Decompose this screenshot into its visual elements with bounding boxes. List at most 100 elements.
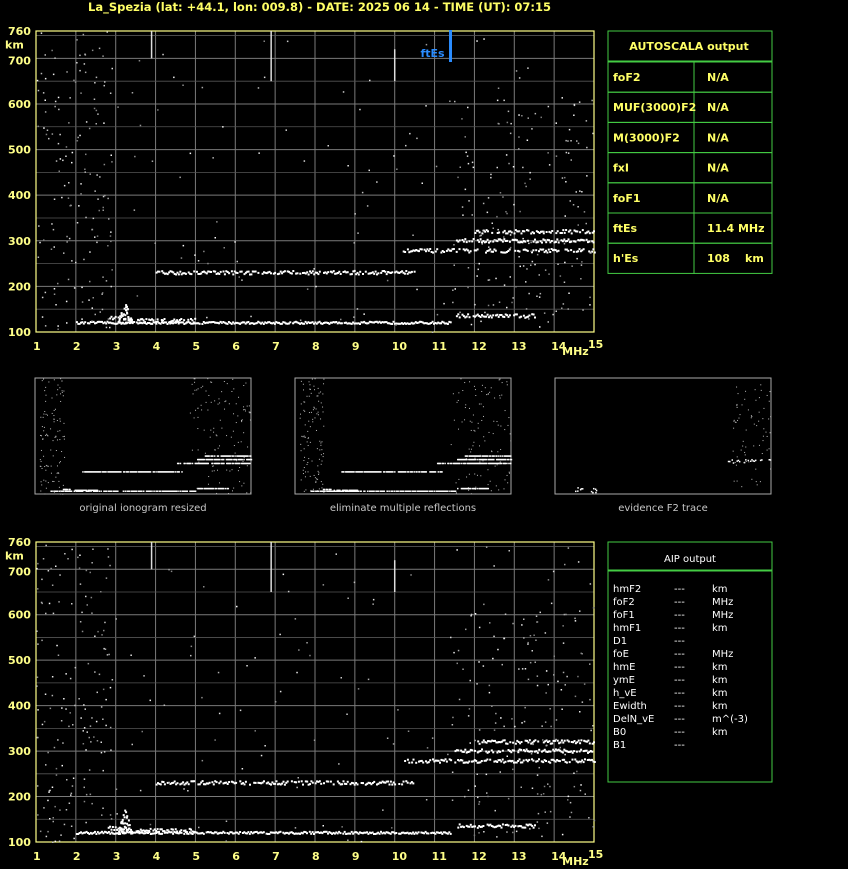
trace-dot xyxy=(392,781,395,784)
trace-dot xyxy=(268,321,271,324)
trace-dot xyxy=(101,830,103,833)
noise-dot xyxy=(478,729,481,731)
thumb-dot xyxy=(351,471,353,473)
noise-dot xyxy=(93,98,96,100)
trace-dot xyxy=(496,240,499,243)
trace-dot xyxy=(350,273,353,276)
trace-dot xyxy=(314,271,317,274)
thumb-dot xyxy=(185,490,188,492)
thumb-noise xyxy=(479,454,481,456)
trace-dot xyxy=(468,825,471,828)
trace-dot xyxy=(457,749,460,752)
trace-dot xyxy=(457,313,460,316)
noise-dot xyxy=(327,145,329,147)
trace-dot xyxy=(172,271,175,274)
thumb-dot xyxy=(233,458,235,461)
thumb-noise xyxy=(303,448,305,450)
x-axis-label: MHz xyxy=(562,855,589,868)
thumb-noise xyxy=(478,445,480,447)
trace-dot xyxy=(152,321,155,324)
thumb-dot xyxy=(463,462,466,465)
trace-dot xyxy=(127,321,130,324)
thumb-noise xyxy=(744,398,746,400)
trace-dot xyxy=(172,322,175,325)
trace-dot xyxy=(99,320,102,323)
noise-dot xyxy=(391,827,393,829)
noise-dot xyxy=(61,707,63,709)
noise-dot xyxy=(481,243,483,245)
thumb-dot xyxy=(479,487,481,490)
noise-dot xyxy=(416,288,418,291)
trace-dot xyxy=(327,780,330,783)
thumb-dot xyxy=(183,490,186,492)
thumb-dot xyxy=(416,471,418,473)
trace-dot xyxy=(239,322,242,325)
trace-dot xyxy=(587,751,589,754)
noise-dot xyxy=(506,121,509,124)
noise-dot xyxy=(90,596,93,599)
noise-dot xyxy=(425,799,428,801)
noise-dot xyxy=(92,217,95,220)
trace-dot xyxy=(316,271,318,274)
thumb-dot xyxy=(439,471,441,473)
noise-dot xyxy=(522,265,525,267)
trace-dot xyxy=(95,833,98,835)
trace-dot xyxy=(163,831,166,834)
trace-dot xyxy=(187,783,190,786)
trace-dot xyxy=(565,248,568,251)
trace-dot xyxy=(152,832,155,835)
noise-dot xyxy=(168,568,170,571)
trace-dot xyxy=(512,741,515,744)
thumb-dot xyxy=(201,458,204,461)
thumb-dot xyxy=(507,455,509,457)
thumb-dot xyxy=(457,458,459,461)
thumb-dot xyxy=(68,490,71,492)
thumb-noise xyxy=(464,407,466,409)
thumb-dot xyxy=(182,490,185,492)
thumb-noise xyxy=(473,385,475,387)
noise-dot xyxy=(518,148,520,150)
noise-dot xyxy=(79,583,82,585)
thumb-dot xyxy=(364,490,366,492)
thumb-dot xyxy=(439,462,442,465)
noise-dot xyxy=(466,155,469,157)
noise-dot xyxy=(46,129,49,131)
thumb-dot xyxy=(141,471,143,473)
thumb-noise xyxy=(60,491,62,493)
thumb-dot xyxy=(475,462,478,465)
trace-dot xyxy=(482,315,485,318)
thumb-dot xyxy=(219,487,221,490)
trace-dot xyxy=(254,270,257,273)
trace-dot xyxy=(468,316,471,319)
thumb-noise xyxy=(313,407,315,409)
thumb-noise xyxy=(213,470,215,472)
thumb-noise xyxy=(42,438,44,440)
thumb-noise xyxy=(492,433,494,435)
noise-dot xyxy=(470,323,473,326)
trace-dot xyxy=(507,824,510,827)
trace-dot xyxy=(476,239,479,242)
trace-dot xyxy=(420,831,423,834)
trace-dot xyxy=(202,321,205,323)
trace-dot xyxy=(198,273,201,275)
noise-dot xyxy=(372,603,374,605)
trace-dot xyxy=(398,322,401,325)
trace-dot xyxy=(123,828,126,831)
trace-dot xyxy=(169,322,172,325)
noise-dot xyxy=(88,736,90,739)
noise-dot xyxy=(55,767,58,770)
noise-dot xyxy=(72,777,75,779)
trace-dot xyxy=(248,832,251,835)
autoscala-row-label: fxI xyxy=(613,162,629,175)
noise-dot xyxy=(582,309,584,311)
trace-dot xyxy=(493,248,496,251)
trace-dot xyxy=(346,322,349,325)
trace-dot xyxy=(507,749,510,751)
thumb-noise xyxy=(770,416,772,418)
trace-dot xyxy=(506,314,509,317)
trace-dot xyxy=(527,315,529,318)
thumb-dot xyxy=(361,471,364,473)
thumb-dot xyxy=(238,458,241,461)
noise-dot xyxy=(565,139,567,142)
trace-dot xyxy=(368,831,371,834)
